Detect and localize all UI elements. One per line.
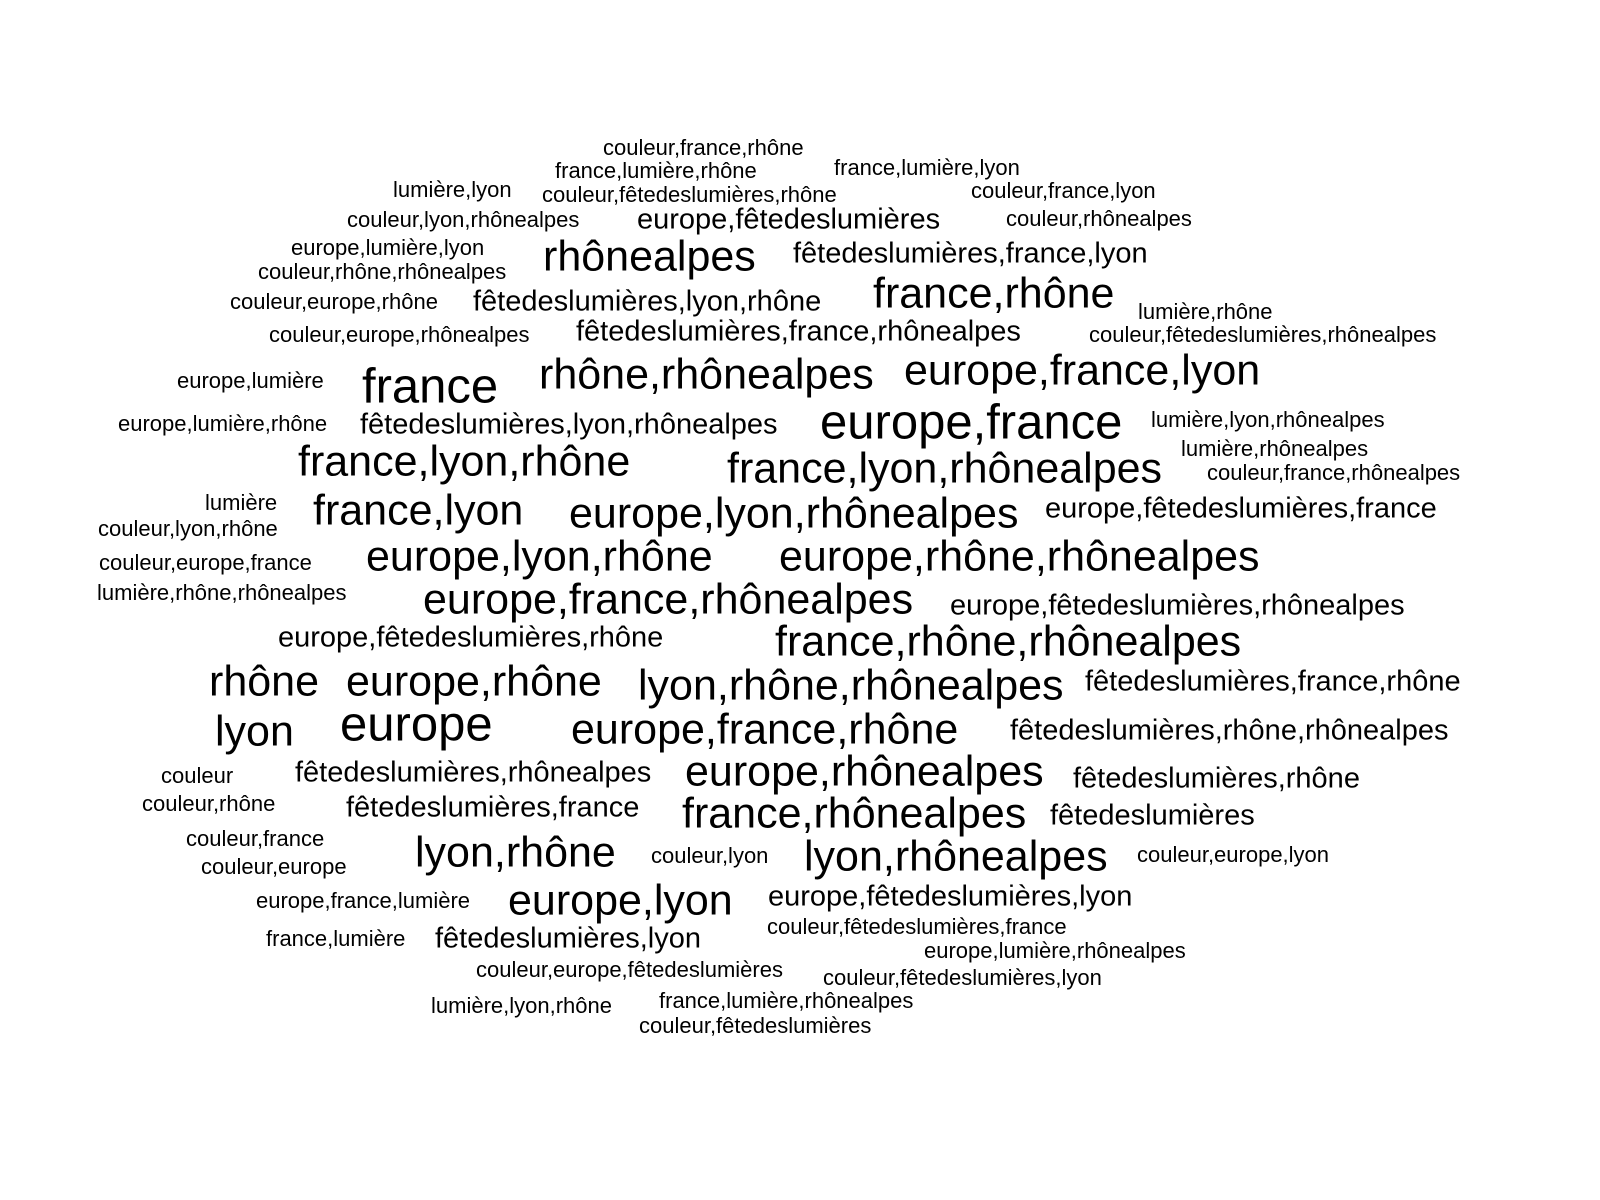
- cloud-word: france,lumière,rhône: [555, 158, 757, 183]
- cloud-word: couleur,europe,france: [99, 550, 312, 575]
- cloud-word: couleur,rhônealpes: [1006, 206, 1192, 231]
- cloud-word: europe,rhônealpes: [685, 747, 1044, 796]
- cloud-word: europe: [340, 697, 493, 752]
- cloud-word: couleur,europe: [201, 854, 347, 879]
- cloud-word: europe,fêtedeslumières,france: [1045, 492, 1437, 525]
- cloud-word: france,rhône: [873, 269, 1115, 318]
- cloud-word: couleur,france: [186, 826, 325, 851]
- cloud-word: couleur,france,rhône: [603, 135, 804, 160]
- cloud-word: europe,lumière,lyon: [291, 235, 485, 260]
- cloud-word: couleur,fêtedeslumières,lyon: [823, 965, 1102, 990]
- cloud-word: france: [362, 359, 499, 414]
- cloud-word: fêtedeslumières,lyon,rhône: [473, 285, 822, 318]
- cloud-word: couleur,france,lyon: [971, 178, 1156, 203]
- cloud-word: france,lumière,rhônealpes: [659, 988, 914, 1013]
- cloud-word: couleur,rhône,rhônealpes: [258, 259, 507, 284]
- cloud-word: europe,france,rhônealpes: [423, 575, 914, 624]
- cloud-word: europe,lyon,rhônealpes: [569, 489, 1019, 538]
- cloud-word: europe,fêtedeslumières,rhônealpes: [950, 589, 1405, 622]
- cloud-word: lyon,rhône,rhônealpes: [638, 661, 1064, 710]
- cloud-word: lyon: [215, 707, 294, 756]
- cloud-word: europe,lumière,rhônealpes: [924, 938, 1186, 963]
- cloud-word: fêtedeslumières,rhône,rhônealpes: [1010, 714, 1449, 747]
- cloud-word: europe,france,lyon: [904, 346, 1261, 395]
- cloud-word: europe,lumière,rhône: [118, 411, 328, 436]
- cloud-word: lumière,lyon: [393, 177, 512, 202]
- cloud-word: rhône,rhônealpes: [539, 350, 874, 399]
- cloud-word: fêtedeslumières,lyon: [435, 922, 701, 955]
- cloud-word: fêtedeslumières,rhônealpes: [295, 756, 652, 789]
- cloud-word: fêtedeslumières,rhône: [1073, 762, 1360, 795]
- cloud-word: europe,france,rhône: [571, 705, 959, 754]
- cloud-word: france,rhônealpes: [682, 789, 1027, 838]
- cloud-word: lumière,lyon,rhônealpes: [1151, 407, 1385, 432]
- cloud-word: couleur,france,rhônealpes: [1207, 460, 1461, 485]
- cloud-word: france,rhône,rhônealpes: [775, 617, 1242, 666]
- cloud-word: france,lumière: [266, 926, 406, 951]
- cloud-word: europe,fêtedeslumières,rhône: [278, 621, 664, 654]
- cloud-word: couleur,rhône: [142, 791, 276, 816]
- cloud-word: rhône: [209, 657, 319, 706]
- cloud-word: lumière: [205, 490, 278, 515]
- cloud-word: france,lyon: [313, 486, 524, 535]
- cloud-word: lumière,rhône: [1138, 299, 1273, 324]
- cloud-word: fêtedeslumières,france,rhône: [1085, 665, 1461, 698]
- cloud-word: couleur,europe,rhônealpes: [269, 322, 530, 347]
- cloud-word: couleur,europe,rhône: [230, 289, 438, 314]
- cloud-word: lumière,rhône,rhônealpes: [97, 580, 347, 605]
- cloud-word: couleur,fêtedeslumières,rhône: [542, 182, 837, 207]
- cloud-word: europe,rhône,rhônealpes: [779, 532, 1260, 581]
- cloud-word: europe,lumière: [177, 368, 324, 393]
- cloud-word: europe,france,lumière: [256, 888, 471, 913]
- cloud-word: rhônealpes: [543, 232, 756, 281]
- cloud-word: lyon,rhônealpes: [804, 832, 1108, 881]
- cloud-word: europe,fêtedeslumières,lyon: [768, 880, 1133, 913]
- cloud-word: fêtedeslumières,france: [346, 791, 640, 824]
- cloud-word: couleur,lyon,rhônealpes: [347, 207, 580, 232]
- cloud-word: fêtedeslumières,lyon,rhônealpes: [360, 408, 778, 441]
- cloud-word: fêtedeslumières,france,lyon: [793, 237, 1148, 270]
- cloud-word: france,lumière,lyon: [834, 155, 1020, 180]
- cloud-word: europe,fêtedeslumières: [637, 203, 941, 236]
- cloud-word: couleur,europe,fêtedeslumières: [476, 957, 783, 982]
- cloud-word: fêtedeslumières,france,rhônealpes: [576, 315, 1021, 348]
- cloud-word: europe,lyon: [508, 876, 733, 925]
- cloud-word: couleur,fêtedeslumières,rhônealpes: [1089, 322, 1437, 347]
- cloud-word: lyon,rhône: [415, 828, 616, 877]
- cloud-word: couleur,europe,lyon: [1137, 842, 1330, 867]
- cloud-word: europe,rhône: [346, 657, 602, 706]
- cloud-word: france,lyon,rhônealpes: [727, 444, 1163, 493]
- cloud-word: europe,lyon,rhône: [366, 532, 713, 581]
- cloud-word: lumière,rhônealpes: [1181, 436, 1369, 461]
- cloud-word: europe,france: [820, 395, 1123, 450]
- cloud-word: fêtedeslumières: [1050, 799, 1255, 832]
- cloud-word: couleur,fêtedeslumières,france: [767, 914, 1067, 939]
- cloud-word: couleur,fêtedeslumières: [639, 1013, 872, 1038]
- cloud-word: lumière,lyon,rhône: [431, 993, 612, 1018]
- cloud-word: couleur,lyon: [651, 843, 769, 868]
- cloud-word: couleur,lyon,rhône: [98, 516, 278, 541]
- cloud-word: france,lyon,rhône: [298, 437, 631, 486]
- cloud-word: couleur: [161, 763, 234, 788]
